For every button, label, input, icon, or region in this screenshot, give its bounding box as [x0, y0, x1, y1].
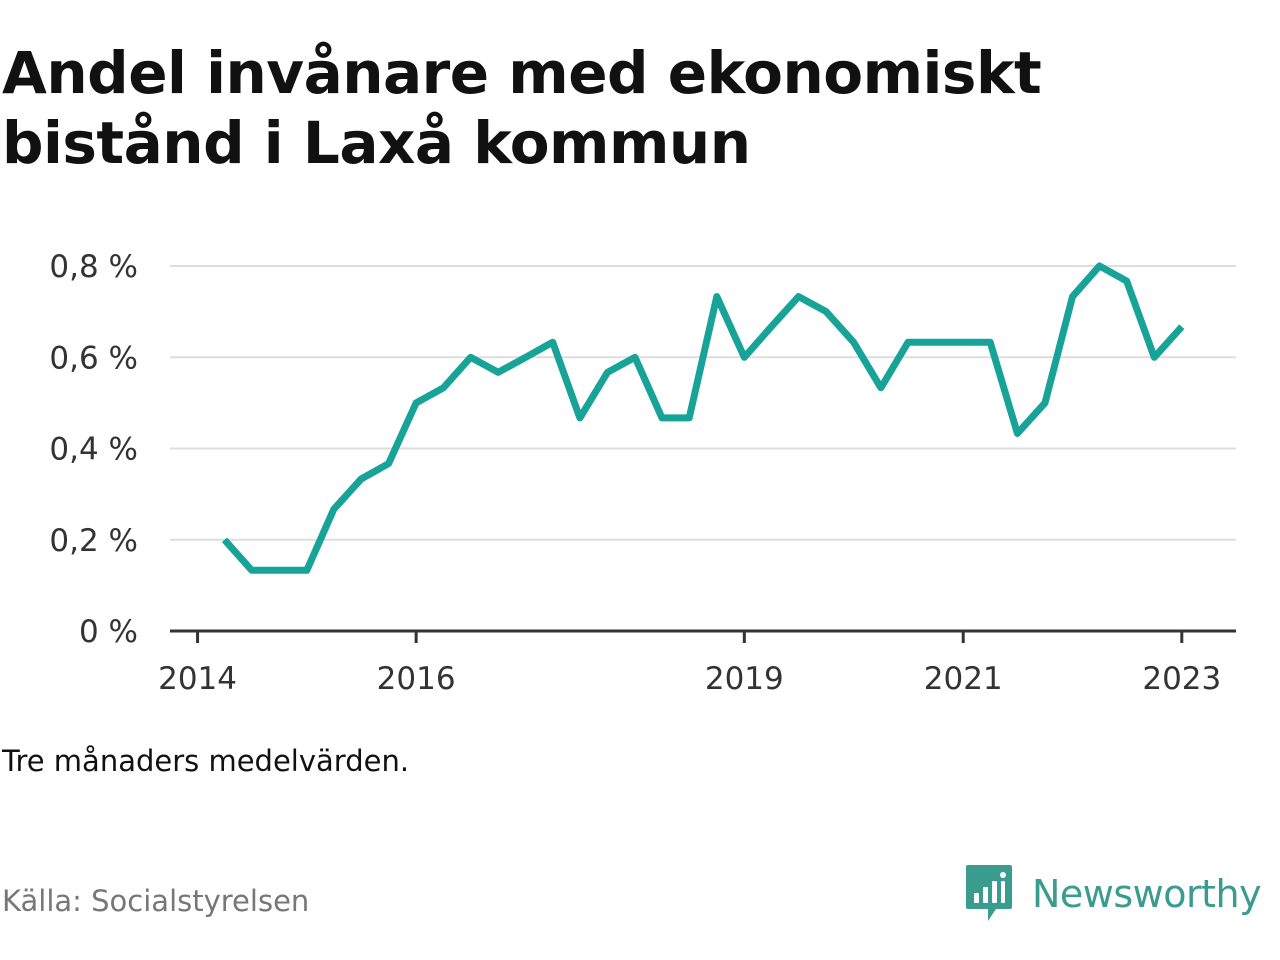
- newsworthy-logo-icon: [966, 865, 1012, 921]
- y-tick-label: 0,4 %: [49, 432, 138, 468]
- x-tick-label: 2019: [705, 661, 784, 697]
- y-tick-label: 0,2 %: [49, 523, 138, 559]
- y-tick-label: 0,6 %: [49, 340, 138, 376]
- brand-name: Newsworthy: [1032, 872, 1262, 916]
- x-axis-labels: 2014 2016 2019 2021 2023: [158, 661, 1221, 697]
- x-tick-label: 2016: [377, 661, 456, 697]
- line-chart: 0 % 0,2 % 0,4 % 0,6 % 0,8 % 2014 2016 2019 2021…: [49, 249, 1236, 697]
- x-tick-label: 2021: [924, 661, 1003, 697]
- brand-logo: Newsworthy: [964, 862, 1262, 926]
- chart-title: Andel invånare med ekonomiskt bistånd i …: [2, 39, 1042, 177]
- y-tick-label: 0,8 %: [49, 249, 138, 285]
- gridlines: [170, 265, 1236, 541]
- series-line: [221, 262, 1185, 574]
- series-layer: [221, 262, 1185, 574]
- x-tick-label: 2014: [158, 661, 237, 697]
- y-axis-labels: 0 % 0,2 % 0,4 % 0,6 % 0,8 %: [49, 249, 138, 650]
- x-tick-label: 2023: [1142, 661, 1221, 697]
- source-credit: Källa: Socialstyrelsen: [2, 884, 310, 918]
- y-tick-label: 0 %: [79, 614, 138, 650]
- x-axis: [170, 629, 1236, 643]
- chart-note: Tre månaders medelvärden.: [2, 744, 410, 778]
